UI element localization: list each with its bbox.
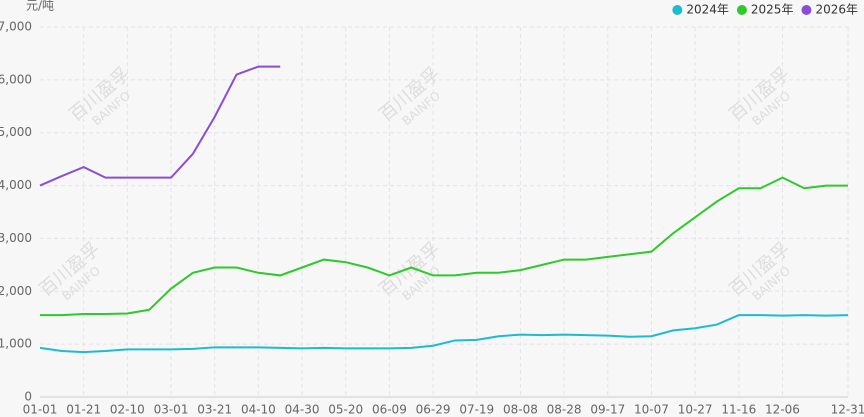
x-tick-label: 07-19 (459, 403, 494, 417)
y-unit: 元/吨 (26, 0, 54, 13)
x-tick-label: 04-30 (285, 403, 320, 417)
x-tick-label: 06-29 (416, 403, 451, 417)
x-tick-label: 03-01 (154, 403, 189, 417)
legend-marker (736, 5, 747, 15)
x-tick-label: 11-16 (721, 403, 756, 417)
series-line (40, 176, 848, 317)
legend-marker (672, 5, 683, 15)
legend-label: 2025年 (751, 3, 794, 17)
x-tick-label: 06-09 (372, 403, 407, 417)
series-line (39, 65, 281, 187)
y-tick-label: 1,000 (0, 337, 32, 351)
x-tick-label: 01-01 (23, 403, 58, 417)
x-tick-label: 02-10 (110, 403, 145, 417)
x-tick-label: 08-28 (547, 403, 582, 417)
x-tick-label: 05-20 (328, 403, 363, 417)
series-line (39, 314, 849, 354)
x-tick-label: 03-21 (197, 403, 232, 417)
x-tick-label: 10-07 (634, 403, 669, 417)
legend-label: 2024年 (686, 3, 729, 17)
x-tick-label: 01-21 (66, 403, 101, 417)
y-tick-label: 0 (24, 390, 32, 404)
x-tick-label: 12-06 (765, 403, 800, 417)
x-tick-label: 09-17 (590, 403, 625, 417)
legend-label: 2026年 (815, 3, 858, 17)
y-tick-label: 7,000 (0, 20, 32, 34)
y-tick-label: 4,000 (0, 178, 32, 192)
legend-marker (801, 5, 812, 15)
y-tick-label: 3,000 (0, 231, 32, 245)
y-tick-label: 6,000 (0, 72, 32, 86)
x-tick-label: 08-08 (503, 403, 538, 417)
x-tick-label: 12-31 (831, 403, 864, 417)
x-tick-label: 04-10 (241, 403, 276, 417)
x-tick-label: 10-27 (678, 403, 713, 417)
y-tick-label: 2,000 (0, 284, 32, 298)
y-tick-label: 5,000 (0, 125, 32, 139)
